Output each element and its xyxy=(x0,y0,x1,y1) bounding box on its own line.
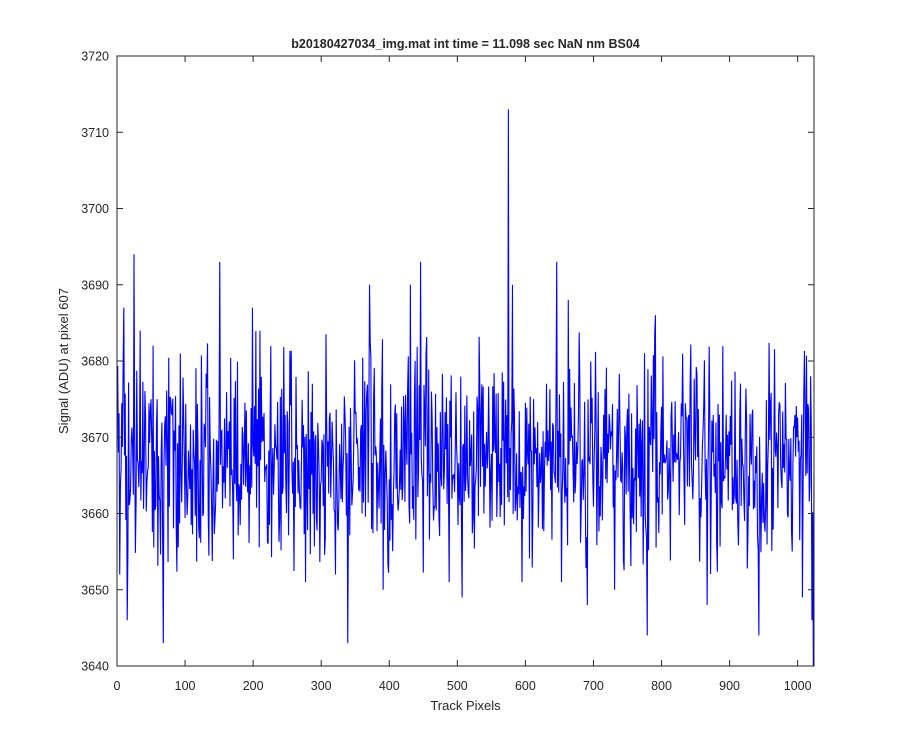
x-tick-label: 200 xyxy=(243,679,264,693)
x-tick-label: 100 xyxy=(175,679,196,693)
plot-area xyxy=(117,56,814,666)
y-tick-label: 3670 xyxy=(81,431,109,445)
x-axis-label: Track Pixels xyxy=(430,698,501,713)
y-tick-label: 3690 xyxy=(81,278,109,292)
y-tick-label: 3700 xyxy=(81,202,109,216)
x-tick-label: 500 xyxy=(447,679,468,693)
x-tick-label: 800 xyxy=(651,679,672,693)
x-tick-label: 700 xyxy=(583,679,604,693)
x-tick-label: 400 xyxy=(379,679,400,693)
x-tick-label: 300 xyxy=(311,679,332,693)
y-tick-label: 3650 xyxy=(81,583,109,597)
y-tick-label: 3640 xyxy=(81,660,109,674)
x-tick-label: 0 xyxy=(114,679,121,693)
y-tick-label: 3720 xyxy=(81,50,109,64)
ticks-layer: 0 100 200 300 400 500 600 700 800 900 1000 3640 3650… xyxy=(81,50,814,693)
y-axis-label: Signal (ADU) at pixel 607 xyxy=(56,288,71,434)
y-tick-label: 3680 xyxy=(81,355,109,369)
chart-title: b20180427034_img.mat int time = 11.098 s… xyxy=(291,37,640,51)
y-tick-label: 3710 xyxy=(81,126,109,140)
x-tick-label: 600 xyxy=(515,679,536,693)
x-tick-label: 900 xyxy=(719,679,740,693)
y-tick-label: 3660 xyxy=(81,507,109,521)
x-tick-label: 1000 xyxy=(784,679,812,693)
series-layer xyxy=(117,109,814,666)
signal-series-line xyxy=(117,109,814,666)
